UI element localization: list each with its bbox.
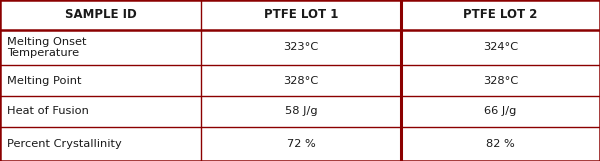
Text: 328°C: 328°C [283, 76, 319, 85]
Text: PTFE LOT 1: PTFE LOT 1 [264, 8, 338, 21]
Text: 328°C: 328°C [483, 76, 518, 85]
Text: Heat of Fusion: Heat of Fusion [7, 106, 89, 117]
Text: 66 J/g: 66 J/g [484, 106, 517, 117]
Text: 82 %: 82 % [486, 139, 515, 149]
Text: 58 J/g: 58 J/g [284, 106, 317, 117]
Text: 324°C: 324°C [483, 43, 518, 52]
Text: SAMPLE ID: SAMPLE ID [65, 8, 136, 21]
Text: PTFE LOT 2: PTFE LOT 2 [463, 8, 538, 21]
Text: Percent Crystallinity: Percent Crystallinity [7, 139, 122, 149]
Text: Melting Onset
Temperature: Melting Onset Temperature [7, 37, 87, 58]
Text: 323°C: 323°C [283, 43, 319, 52]
Text: 72 %: 72 % [287, 139, 315, 149]
Text: Melting Point: Melting Point [7, 76, 82, 85]
